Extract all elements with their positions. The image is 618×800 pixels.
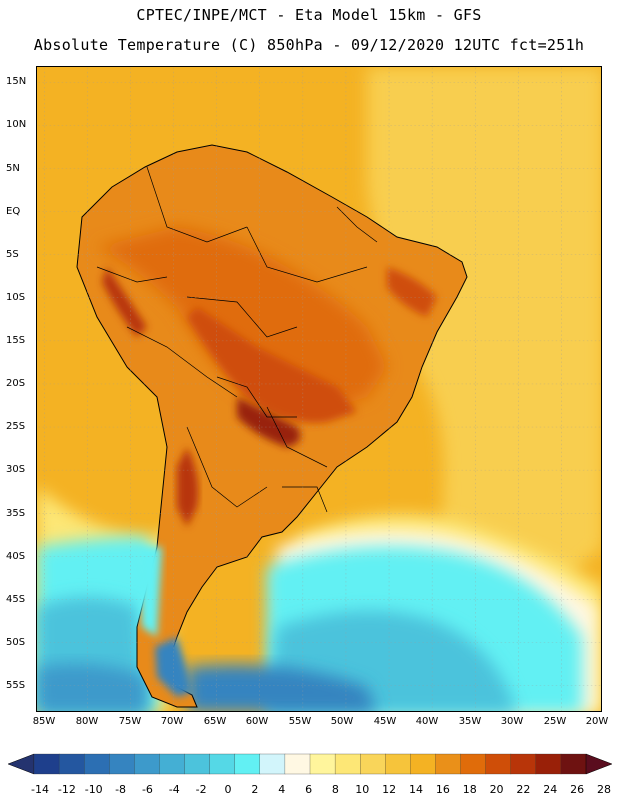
colorbar-label: 26 [570,783,585,796]
colorbar-cell [184,753,211,775]
colorbar-cell [435,753,461,775]
lon-label-20w: 20W [585,716,609,727]
lon-label-55w: 55W [288,716,312,727]
lat-label-5n: 5N [6,163,20,174]
lat-label-15n: 15N [6,76,27,87]
colorbar-label: -14 [31,783,49,796]
lat-label-20s: 20S [6,378,26,389]
lon-label-65w: 65W [203,716,227,727]
colorbar-label: 10 [355,783,370,796]
colorbar-label: -6 [141,783,153,796]
colorbar-high-arrow [585,753,613,775]
lat-label-15s: 15S [6,335,26,346]
colorbar-label: 14 [409,783,423,796]
colorbar-cell [360,753,386,775]
colorbar-label: 24 [543,783,558,796]
colorbar-label: -8 [115,783,127,796]
lon-label-85w: 85W [32,716,56,727]
colorbar-label: -12 [57,783,76,796]
colorbar-label: 0 [224,783,232,796]
colorbar-cell [410,753,436,775]
lon-label-40w: 40W [415,716,439,727]
colorbar-label: -2 [195,783,207,796]
colorbar-label: 4 [278,783,286,796]
colorbar-label: 18 [462,783,477,796]
colorbar-cell [309,753,336,775]
colorbar-label: -4 [168,783,180,796]
colorbar-label: 16 [435,783,450,796]
colorbar-label: 20 [489,783,504,796]
colorbar-cell [485,753,512,775]
colorbar-cell [510,753,537,775]
lat-label-50s: 50S [6,637,26,648]
lon-label-75w: 75W [118,716,142,727]
lon-label-45w: 45W [373,716,397,727]
colorbar-cell [460,753,487,775]
map-title-line2: Absolute Temperature (C) 850hPa - 09/12/… [33,36,585,54]
colorbar-cell [560,753,587,775]
colorbar-cell [84,753,110,775]
colorbar-cell [385,753,411,775]
colorbar-cell [109,753,135,775]
lat-label-55s: 55S [6,680,26,691]
colorbar-low-arrow [7,753,35,775]
lat-label-5s: 5S [6,249,19,260]
map-canvas [37,67,601,711]
lat-label-25s: 25S [6,421,26,432]
lat-label-35s: 35S [6,508,26,519]
lat-label-30s: 30S [6,464,26,475]
colorbar-cell [159,753,185,775]
lon-label-50w: 50W [330,716,354,727]
colorbar-label: 22 [516,783,531,796]
colorbar-label: 6 [305,783,313,796]
lat-label-10n: 10N [6,119,27,130]
colorbar-label: 8 [331,783,339,796]
map-title-line1: CPTEC/INPE/MCT - Eta Model 15km - GFS [136,6,482,24]
colorbar-cell [58,753,85,775]
lon-label-80w: 80W [75,716,99,727]
colorbar-cell [259,753,286,775]
colorbar-label: 12 [382,783,397,796]
colorbar-cell [33,753,60,775]
colorbar-cell [334,753,361,775]
colorbar-cell [209,753,236,775]
colorbar-label: 28 [597,783,611,796]
lat-label-10s: 10S [6,292,26,303]
colorbar-cell [234,753,261,775]
lon-label-25w: 25W [543,716,567,727]
temperature-map [36,66,602,712]
temperature-colorbar [7,753,613,775]
colorbar-label: 2 [251,783,259,796]
lon-label-60w: 60W [245,716,269,727]
graticule-grid [37,67,601,711]
lat-label-40s: 40S [6,551,26,562]
lon-label-35w: 35W [458,716,482,727]
colorbar-cell [535,753,562,775]
colorbar-cells [33,753,587,775]
lat-label-eq: EQ [6,206,21,217]
lon-label-30w: 30W [500,716,524,727]
lat-label-45s: 45S [6,594,26,605]
colorbar-cell [284,753,311,775]
lon-label-70w: 70W [160,716,184,727]
colorbar-cell [134,753,160,775]
colorbar-label: -10 [84,783,103,796]
